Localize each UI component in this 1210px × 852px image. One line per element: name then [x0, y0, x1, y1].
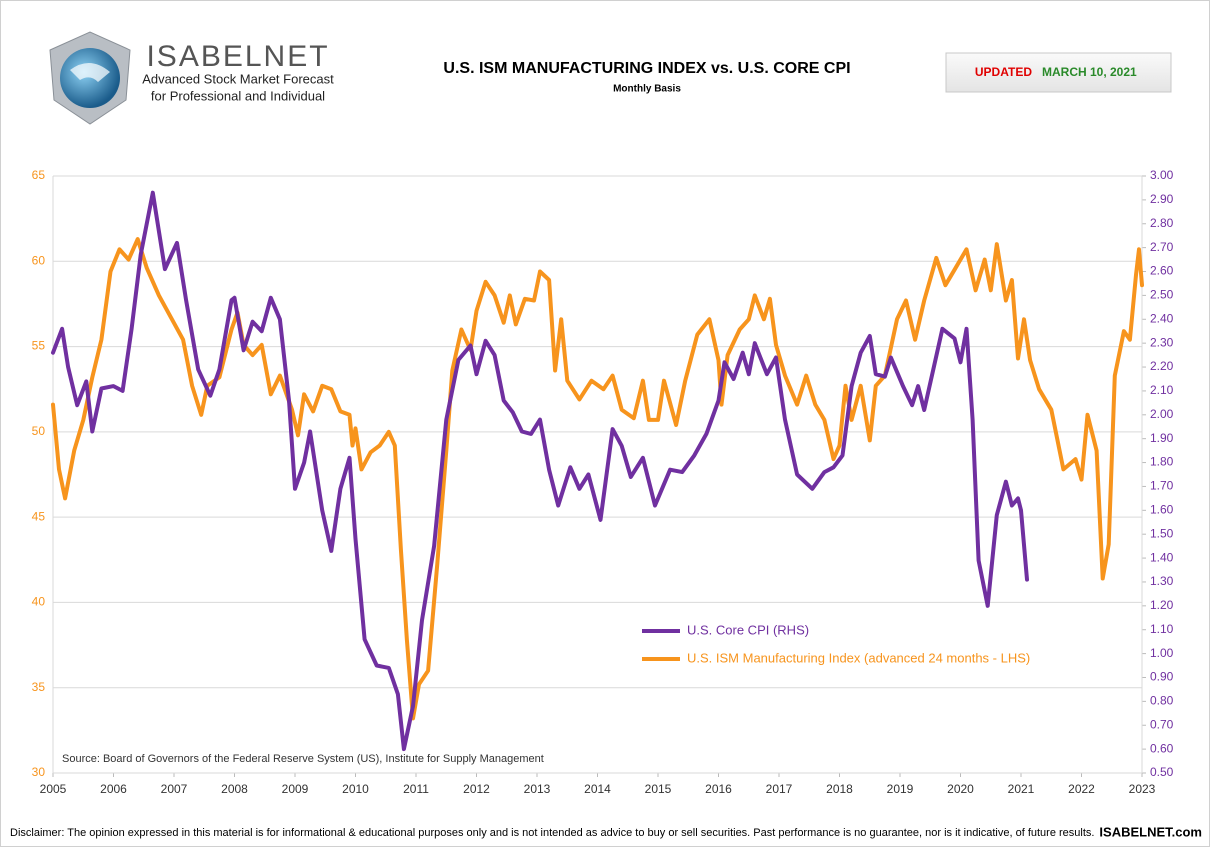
y2-tick-label: 2.30 [1150, 335, 1174, 349]
y2-tick-label: 1.00 [1150, 646, 1174, 660]
y2-tick-label: 0.50 [1150, 765, 1174, 779]
x-tick-label: 2019 [887, 782, 914, 796]
x-tick-label: 2007 [161, 782, 188, 796]
x-tick-label: 2014 [584, 782, 611, 796]
legend-label: U.S. ISM Manufacturing Index (advanced 2… [687, 650, 1030, 665]
legend-label: U.S. Core CPI (RHS) [687, 622, 809, 637]
y2-tick-label: 2.80 [1150, 216, 1174, 230]
y2-tick-label: 1.50 [1150, 526, 1174, 540]
y2-tick-label: 1.90 [1150, 431, 1174, 445]
x-tick-label: 2005 [40, 782, 67, 796]
y-tick-label: 40 [32, 595, 46, 609]
y2-tick-label: 2.50 [1150, 288, 1174, 302]
site: ISABELNET.com [1099, 824, 1202, 839]
tagline: Advanced Stock Market Forecast [142, 71, 334, 86]
y2-tick-label: 0.60 [1150, 741, 1174, 755]
y-tick-label: 35 [32, 680, 46, 694]
x-tick-label: 2013 [524, 782, 551, 796]
logo-icon [49, 31, 131, 125]
y-tick-label: 45 [32, 509, 46, 523]
y2-tick-label: 1.80 [1150, 455, 1174, 469]
x-tick-label: 2021 [1008, 782, 1035, 796]
y2-tick-label: 0.70 [1150, 717, 1174, 731]
y2-tick-label: 1.70 [1150, 479, 1174, 493]
x-tick-label: 2008 [221, 782, 248, 796]
y-tick-label: 55 [32, 339, 46, 353]
y-tick-label: 30 [32, 765, 46, 779]
x-tick-label: 2015 [645, 782, 672, 796]
series-line [51, 190, 1029, 752]
updated-label: UPDATED [975, 65, 1032, 79]
y2-tick-label: 1.20 [1150, 598, 1174, 612]
y2-tick-label: 2.60 [1150, 264, 1174, 278]
y2-tick-label: 0.80 [1150, 694, 1174, 708]
x-tick-label: 2009 [282, 782, 309, 796]
brand: ISABELNET [146, 40, 329, 73]
y-tick-label: 60 [32, 253, 46, 267]
y2-tick-label: 0.90 [1150, 670, 1174, 684]
y2-tick-label: 2.70 [1150, 240, 1174, 254]
x-tick-label: 2023 [1129, 782, 1156, 796]
y2-tick-label: 2.90 [1150, 192, 1174, 206]
y2-tick-label: 2.00 [1150, 407, 1174, 421]
y-tick-label: 50 [32, 424, 46, 438]
y2-tick-label: 1.40 [1150, 550, 1174, 564]
source: Source: Board of Governors of the Federa… [62, 753, 544, 765]
x-tick-label: 2018 [826, 782, 853, 796]
updated-date: MARCH 10, 2021 [1042, 65, 1137, 79]
y2-tick-label: 1.30 [1150, 574, 1174, 588]
chart-subtitle: Monthly Basis [613, 84, 681, 95]
y2-tick-label: 3.00 [1150, 168, 1174, 182]
x-tick-label: 2016 [705, 782, 732, 796]
x-tick-label: 2011 [403, 782, 429, 796]
y2-tick-label: 2.40 [1150, 311, 1174, 325]
y2-tick-label: 2.10 [1150, 383, 1174, 397]
disclaimer: Disclaimer: The opinion expressed in thi… [10, 827, 1094, 839]
y2-tick-label: 1.10 [1150, 622, 1174, 636]
y2-tick-label: 2.20 [1150, 359, 1174, 373]
x-tick-label: 2017 [766, 782, 793, 796]
x-tick-label: 2010 [342, 782, 369, 796]
y-tick-label: 65 [32, 168, 46, 182]
y2-tick-label: 1.60 [1150, 502, 1174, 516]
x-tick-label: 2006 [100, 782, 127, 796]
x-tick-label: 2022 [1068, 782, 1095, 796]
tagline: for Professional and Individual [151, 88, 325, 103]
series-line [51, 237, 1144, 721]
x-tick-label: 2012 [463, 782, 490, 796]
updated-box [945, 52, 1172, 93]
chart-title: U.S. ISM MANUFACTURING INDEX vs. U.S. CO… [443, 60, 850, 77]
x-tick-label: 2020 [947, 782, 974, 796]
